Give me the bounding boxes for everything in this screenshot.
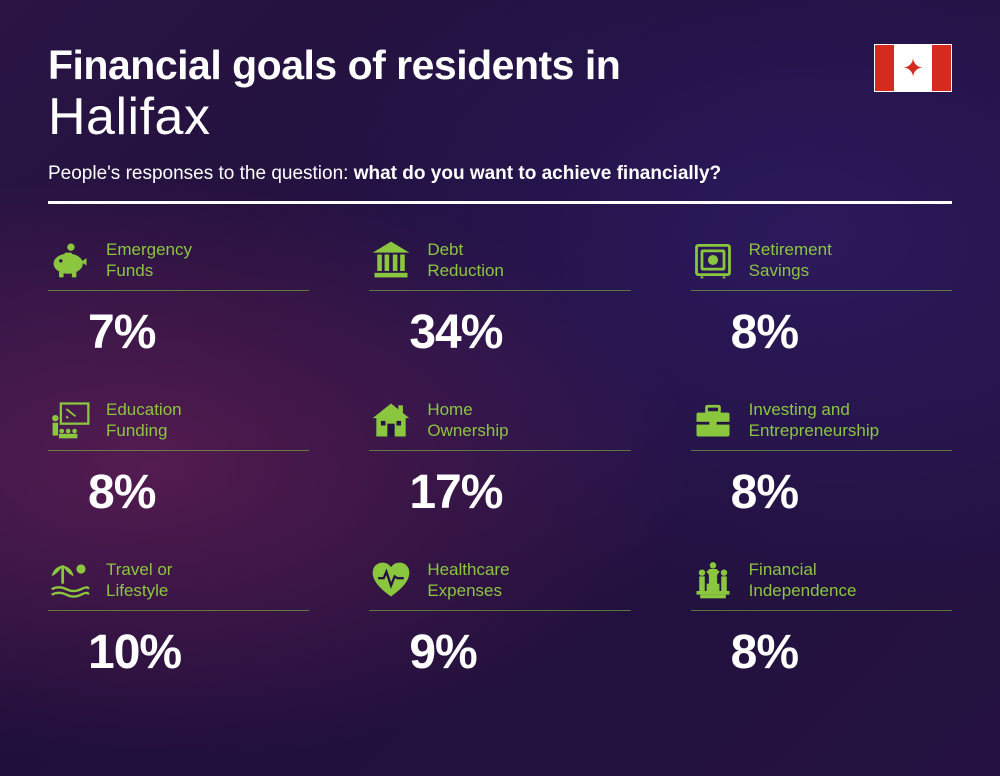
goal-label: Reduction bbox=[427, 261, 504, 280]
maple-leaf-icon: ✦ bbox=[902, 55, 924, 81]
goal-label: Home bbox=[427, 400, 472, 419]
goal-label: Expenses bbox=[427, 581, 502, 600]
travel-icon bbox=[48, 558, 92, 602]
goal-label: Savings bbox=[749, 261, 809, 280]
healthcare-icon bbox=[369, 558, 413, 602]
goal-value: 34% bbox=[369, 305, 630, 360]
briefcase-icon bbox=[691, 398, 735, 442]
goal-debt-reduction: Debt Reduction 34% bbox=[369, 238, 630, 360]
goal-label: Entrepreneurship bbox=[749, 421, 879, 440]
goal-label: Lifestyle bbox=[106, 581, 168, 600]
goal-investing: Investing and Entrepreneurship 8% bbox=[691, 398, 952, 520]
goal-label: Funds bbox=[106, 261, 153, 280]
goal-label: Emergency bbox=[106, 240, 192, 259]
goal-label: Financial bbox=[749, 560, 817, 579]
goal-healthcare-expenses: Healthcare Expenses 9% bbox=[369, 558, 630, 680]
subtitle-question: what do you want to achieve financially? bbox=[354, 163, 721, 184]
goal-financial-independence: Financial Independence 8% bbox=[691, 558, 952, 680]
goal-education-funding: Education Funding 8% bbox=[48, 398, 309, 520]
goal-value: 8% bbox=[691, 305, 952, 360]
bank-icon bbox=[369, 238, 413, 282]
goal-label: Travel or bbox=[106, 560, 172, 579]
goal-value: 8% bbox=[691, 625, 952, 680]
divider bbox=[48, 201, 952, 204]
education-icon bbox=[48, 398, 92, 442]
goal-label: Retirement bbox=[749, 240, 832, 259]
goal-label: Healthcare bbox=[427, 560, 509, 579]
canada-flag: ✦ bbox=[874, 44, 952, 92]
goal-value: 8% bbox=[48, 465, 309, 520]
goal-value: 9% bbox=[369, 625, 630, 680]
goal-value: 8% bbox=[691, 465, 952, 520]
goal-emergency-funds: Emergency Funds 7% bbox=[48, 238, 309, 360]
goal-value: 7% bbox=[48, 305, 309, 360]
goal-label: Debt bbox=[427, 240, 463, 259]
independence-icon bbox=[691, 558, 735, 602]
subtitle: People's responses to the question: what… bbox=[48, 163, 952, 185]
goal-home-ownership: Home Ownership 17% bbox=[369, 398, 630, 520]
goal-label: Independence bbox=[749, 581, 857, 600]
house-icon bbox=[369, 398, 413, 442]
goals-grid: Emergency Funds 7% Debt Reduction 34% bbox=[48, 238, 952, 680]
goal-label: Funding bbox=[106, 421, 167, 440]
goal-label: Education bbox=[106, 400, 182, 419]
goal-value: 17% bbox=[369, 465, 630, 520]
goal-travel-lifestyle: Travel or Lifestyle 10% bbox=[48, 558, 309, 680]
title-prefix: Financial goals of residents in bbox=[48, 42, 952, 89]
goal-label: Investing and bbox=[749, 400, 850, 419]
title-location: Halifax bbox=[48, 87, 952, 147]
safe-icon bbox=[691, 238, 735, 282]
subtitle-lead: People's responses to the question: bbox=[48, 163, 354, 184]
piggy-bank-icon bbox=[48, 238, 92, 282]
goal-value: 10% bbox=[48, 625, 309, 680]
goal-retirement-savings: Retirement Savings 8% bbox=[691, 238, 952, 360]
goal-label: Ownership bbox=[427, 421, 508, 440]
